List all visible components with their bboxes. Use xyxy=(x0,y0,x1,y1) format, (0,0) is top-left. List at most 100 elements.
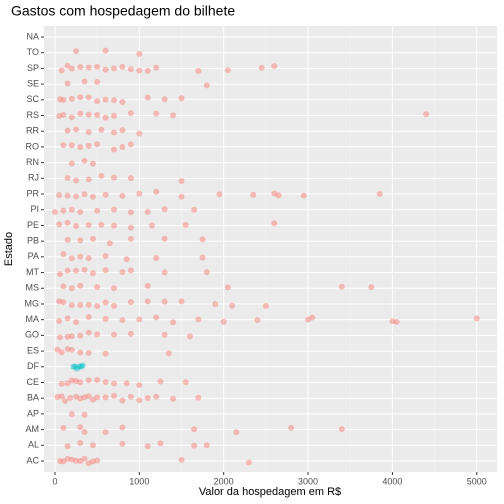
point xyxy=(153,314,160,321)
point xyxy=(85,222,92,229)
point xyxy=(89,160,96,167)
x-tick-label: 1000 xyxy=(129,476,149,486)
x-axis-title: Valor da hospedagem em R$ xyxy=(199,486,341,498)
point xyxy=(62,397,69,404)
y-tick-label: PA xyxy=(28,251,39,261)
point xyxy=(127,110,134,117)
point xyxy=(58,349,65,356)
point xyxy=(60,142,67,149)
point xyxy=(389,318,396,325)
point xyxy=(305,316,312,323)
point xyxy=(77,332,84,339)
point xyxy=(161,298,168,305)
point xyxy=(148,222,155,229)
point xyxy=(338,283,345,290)
point xyxy=(85,377,92,384)
point xyxy=(60,299,67,306)
point xyxy=(64,236,71,243)
y-tick-label: PR xyxy=(26,188,39,198)
point xyxy=(68,65,75,72)
point xyxy=(178,193,185,200)
point xyxy=(56,317,63,324)
point xyxy=(111,112,118,119)
point xyxy=(102,299,109,306)
point xyxy=(102,252,109,259)
point xyxy=(94,63,101,70)
point xyxy=(57,457,64,464)
point xyxy=(127,235,134,242)
point xyxy=(423,111,430,118)
point xyxy=(77,379,84,386)
point xyxy=(68,285,75,292)
point xyxy=(233,429,240,436)
point xyxy=(212,301,219,308)
point xyxy=(85,313,92,320)
point xyxy=(79,362,86,369)
point xyxy=(199,236,206,243)
y-tick-label: SC xyxy=(26,94,39,104)
point xyxy=(199,254,206,261)
point xyxy=(136,316,143,323)
point xyxy=(64,443,71,450)
point xyxy=(51,208,58,215)
point xyxy=(77,439,84,446)
point xyxy=(144,208,151,215)
point xyxy=(393,318,400,325)
point xyxy=(56,221,63,228)
point xyxy=(136,67,143,74)
y-tick-label: AM xyxy=(26,424,40,434)
point xyxy=(182,222,189,229)
point xyxy=(70,363,77,370)
y-axis-title: Estado xyxy=(3,232,15,266)
point xyxy=(77,64,84,71)
point xyxy=(102,350,109,357)
point xyxy=(119,144,126,151)
point xyxy=(368,284,375,291)
point xyxy=(77,253,84,260)
point xyxy=(98,172,105,179)
point xyxy=(85,301,92,308)
y-tick-label: RR xyxy=(26,126,39,136)
point xyxy=(77,395,84,402)
point xyxy=(77,94,84,101)
point xyxy=(161,206,168,213)
point xyxy=(98,221,105,228)
point xyxy=(67,394,74,401)
point xyxy=(94,302,101,309)
y-tick-label: MT xyxy=(26,267,39,277)
point xyxy=(85,111,92,118)
point xyxy=(94,79,101,86)
point xyxy=(127,66,134,73)
point xyxy=(81,429,88,436)
point xyxy=(60,283,67,290)
point xyxy=(178,298,185,305)
y-tick-label: RS xyxy=(26,110,39,120)
point xyxy=(68,456,75,463)
x-tick-label: 5000 xyxy=(467,476,487,486)
point xyxy=(119,192,126,199)
point xyxy=(102,47,109,54)
point xyxy=(170,395,177,402)
point xyxy=(77,458,84,465)
point xyxy=(144,282,151,289)
y-tick-label: MS xyxy=(26,283,40,293)
point xyxy=(102,429,109,436)
point xyxy=(111,302,118,309)
point xyxy=(186,333,193,340)
point xyxy=(144,395,151,402)
point xyxy=(144,298,151,305)
point xyxy=(94,376,101,383)
point xyxy=(57,271,64,278)
panel xyxy=(44,26,497,472)
point xyxy=(85,255,92,262)
point xyxy=(119,424,126,431)
y-tick-label: GO xyxy=(25,330,39,340)
point xyxy=(136,397,143,404)
y-tick-label: PB xyxy=(27,236,39,246)
point xyxy=(77,237,84,244)
x-tick-label: 0 xyxy=(52,476,57,486)
y-tick-label: TO xyxy=(27,47,39,57)
point xyxy=(157,378,164,385)
point xyxy=(153,393,160,400)
point xyxy=(161,331,168,338)
